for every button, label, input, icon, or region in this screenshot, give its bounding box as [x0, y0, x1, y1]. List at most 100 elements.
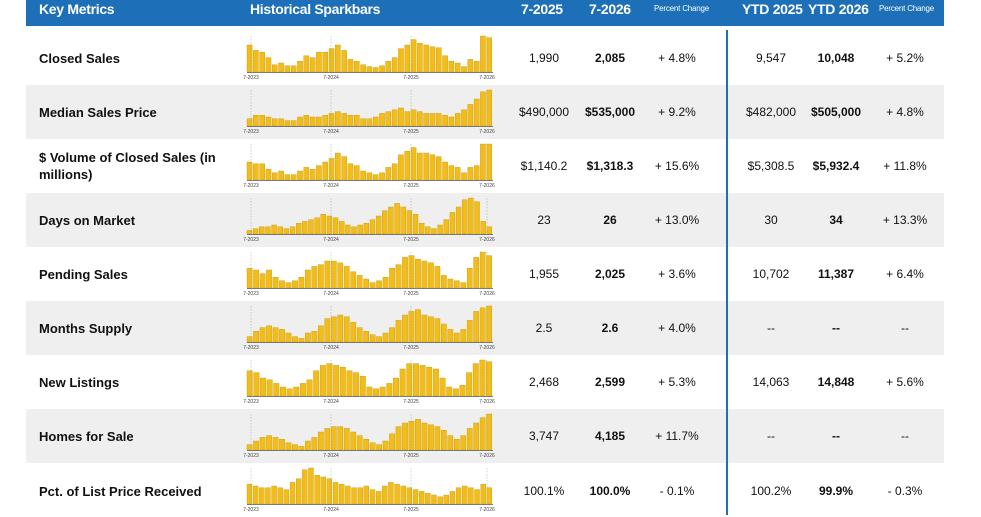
sparkbar — [335, 111, 341, 127]
value-ytd1: -- — [767, 429, 775, 443]
sparkbar — [314, 217, 320, 235]
sparkbar — [322, 52, 329, 73]
sparkbar — [314, 474, 320, 505]
sparkbar — [322, 161, 329, 181]
metric-label: Pending Sales — [39, 267, 128, 282]
sparkbar — [434, 426, 441, 451]
value-ytd-percent-change: + 5.6% — [886, 375, 924, 389]
sparkbar — [354, 61, 360, 73]
sparkbar — [253, 50, 259, 73]
sparkbar — [306, 379, 313, 397]
sparkbar — [379, 65, 385, 73]
value-ytd1: 100.2% — [750, 484, 792, 498]
sparkbar — [272, 437, 279, 451]
sparkbar — [309, 169, 316, 181]
sparkbar — [246, 336, 253, 343]
value-period1: $1,140.2 — [520, 159, 568, 173]
sparkbar — [404, 44, 411, 73]
sparkbar — [324, 318, 331, 343]
sparkbar — [363, 485, 369, 505]
sparkbar — [246, 161, 253, 181]
metric-label: Closed Sales — [39, 51, 120, 66]
sparkbar — [319, 365, 326, 397]
sparkbar — [391, 163, 398, 181]
sparkbar-svg: 7-2023 7-2024 7-2025 7-2026 — [243, 305, 495, 351]
sparkbar — [453, 280, 460, 289]
sparkbar-tick-label: 7-2023 — [243, 75, 259, 81]
sparkbar — [289, 482, 296, 505]
sparkbar — [296, 223, 302, 235]
sparkbar — [486, 143, 493, 181]
sparkbar — [434, 318, 441, 343]
sparkbar-tick-label: 7-2023 — [243, 507, 259, 513]
sparkbar — [459, 385, 466, 397]
sparkbar-tick-label: 7-2025 — [403, 75, 419, 81]
sparkbar — [369, 282, 376, 289]
sparkbar — [473, 165, 480, 181]
sparkbar — [418, 491, 425, 505]
sparkbar — [259, 437, 266, 451]
sparkbar — [360, 118, 366, 127]
sparkbar — [473, 98, 480, 127]
sparkbar — [266, 435, 272, 451]
sparkbar — [412, 489, 419, 505]
sparkbar — [246, 44, 253, 73]
sparkbar — [400, 485, 406, 505]
sparkbar — [385, 167, 392, 181]
sparkbar — [462, 199, 468, 235]
sparkbar-tick-label: 7-2023 — [243, 345, 259, 351]
sparkbar — [486, 255, 492, 289]
sparkbar — [417, 42, 423, 73]
sparkbar-tick-label: 7-2025 — [403, 399, 419, 405]
sparkbar — [285, 332, 292, 343]
sparkbar — [292, 336, 298, 343]
sparkbar-svg: 7-2023 7-2024 7-2025 7-2026 — [243, 143, 495, 189]
sparkbar — [386, 383, 393, 397]
sparkbar — [442, 55, 448, 73]
sparkbar — [408, 255, 415, 289]
sparkbar — [360, 170, 366, 181]
sparkbar — [246, 484, 253, 505]
value-period1: 2,468 — [528, 375, 560, 389]
value-ytd-percent-change: + 13.3% — [882, 213, 928, 227]
sparkbar — [252, 485, 259, 505]
sparkbar — [357, 487, 363, 505]
sparkbar — [462, 485, 468, 505]
sparkbar — [303, 55, 310, 73]
sparkbar — [272, 172, 278, 181]
value-period2: 100.0% — [589, 484, 631, 498]
sparkbar-tick-label: 7-2025 — [403, 237, 419, 243]
sparkbar — [316, 165, 322, 181]
sparkbar — [413, 363, 419, 397]
sparkbar — [293, 386, 300, 397]
sparkbar — [259, 327, 266, 343]
sparkbar — [404, 150, 411, 181]
sparkbar — [292, 444, 298, 451]
sparkbar — [328, 158, 335, 181]
sparkbar — [252, 228, 259, 235]
sparkbar — [259, 487, 265, 505]
sparkbar — [285, 442, 292, 451]
sparkbar — [369, 219, 376, 235]
sparkbar — [442, 161, 448, 181]
sparkbar — [369, 489, 376, 505]
sparkbar — [265, 57, 272, 73]
sparkbar — [375, 491, 382, 505]
sparkbar — [480, 35, 486, 73]
sparkbar — [369, 334, 376, 343]
sparkbar — [418, 223, 425, 235]
value-ytd1: 9,547 — [755, 51, 787, 65]
sparkbar — [461, 66, 467, 73]
sparkbar — [309, 116, 316, 127]
sparkbar — [439, 377, 446, 397]
sparkbar-chart: 7-2023 7-2024 7-2025 7-2026 — [241, 355, 497, 409]
table-row: Pct. of List Price Received 100.1% 100.0… — [26, 463, 944, 517]
sparkbar — [335, 44, 341, 73]
sparkbar — [309, 57, 316, 73]
sparkbar — [290, 120, 297, 127]
sparkbar — [382, 485, 388, 505]
sparkbar — [394, 484, 400, 505]
metric-label: Days on Market — [39, 213, 136, 228]
sparkbar — [436, 47, 442, 73]
sparkbar — [339, 366, 346, 397]
